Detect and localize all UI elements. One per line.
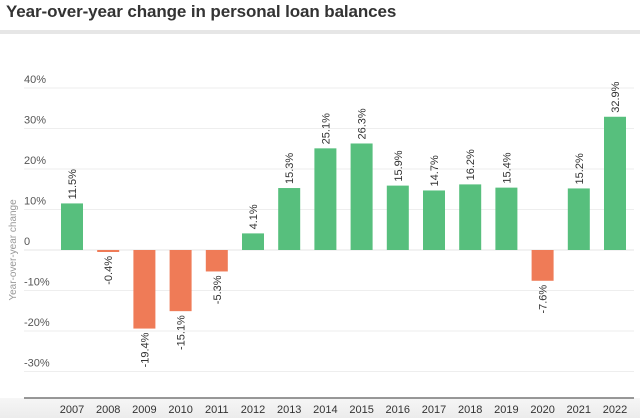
value-label: 26.3% [357,108,369,139]
value-label: -19.4% [139,332,151,367]
bar-2019 [495,187,518,250]
x-tick-label: 2013 [277,404,301,416]
value-label: 4.1% [248,204,260,229]
value-label: 15.9% [393,150,405,181]
bars [61,116,626,329]
bar-2009 [133,250,156,329]
bar-2013 [278,188,301,250]
x-tick-label: 2009 [132,404,156,416]
x-tick-label: 2020 [530,404,554,416]
y-tick-label: -30% [24,358,50,370]
value-label: -5.3% [212,275,224,304]
x-tick-label: 2012 [241,404,265,416]
x-tick-label: 2019 [494,404,518,416]
x-tick-label: 2007 [60,404,84,416]
value-label: 16.2% [465,149,477,180]
x-tick-label: 2017 [422,404,446,416]
x-tick-label: 2018 [458,404,482,416]
value-label: 11.5% [67,169,79,200]
bar-2022 [604,116,626,250]
x-axis-ticks: 2007 2008 2009 2010 2011 2012 2013 2014 2015 2016… [60,404,627,416]
y-tick-label: 30% [24,115,46,127]
x-tick-label: 2011 [205,404,229,416]
bar-2007 [61,203,83,250]
x-tick-label: 2016 [386,404,410,416]
bar-2008 [97,250,120,252]
bar-2021 [567,188,590,250]
value-label: 15.3% [284,153,296,184]
value-label: 15.4% [501,152,513,183]
value-label: -15.1% [176,315,188,350]
value-label: -0.4% [103,256,115,285]
chart-title: Year-over-year change in personal loan b… [6,2,397,21]
bar-2020 [531,250,554,281]
y-tick-label: 20% [24,155,46,167]
value-label: 14.7% [429,155,441,186]
footer-band [0,398,640,418]
x-tick-label: 2021 [567,404,591,416]
y-axis-ticks: 40% 30% 20% 10% 0 -10% -20% -30% [24,74,50,370]
x-tick-label: 2015 [349,404,373,416]
bar-2011 [205,250,228,272]
x-tick-label: 2022 [603,404,627,416]
bar-2015 [350,143,373,250]
y-tick-label: 0 [24,236,30,248]
value-label: 32.9% [610,81,622,112]
bar-2014 [314,148,337,250]
y-axis-label: Year-over-year change [8,199,19,301]
y-tick-label: -10% [24,277,50,289]
y-tick-label: -20% [24,317,50,329]
value-label: 15.2% [574,153,586,184]
x-tick-label: 2014 [313,404,337,416]
value-label: -7.6% [538,285,550,314]
bar-2016 [386,185,409,250]
value-label: 25.1% [320,113,332,144]
bar-2010 [169,250,192,312]
y-tick-label: 10% [24,196,46,208]
x-tick-label: 2008 [96,404,120,416]
y-tick-label: 40% [24,74,46,86]
value-labels: 11.5% -0.4% -19.4% -15.1% -5.3% 4.1% 15.3% 25.1… [67,81,622,367]
bar-2017 [423,190,445,250]
title-divider [0,30,640,34]
x-tick-label: 2010 [168,404,192,416]
bar-2018 [459,184,482,250]
bar-2012 [242,233,264,250]
